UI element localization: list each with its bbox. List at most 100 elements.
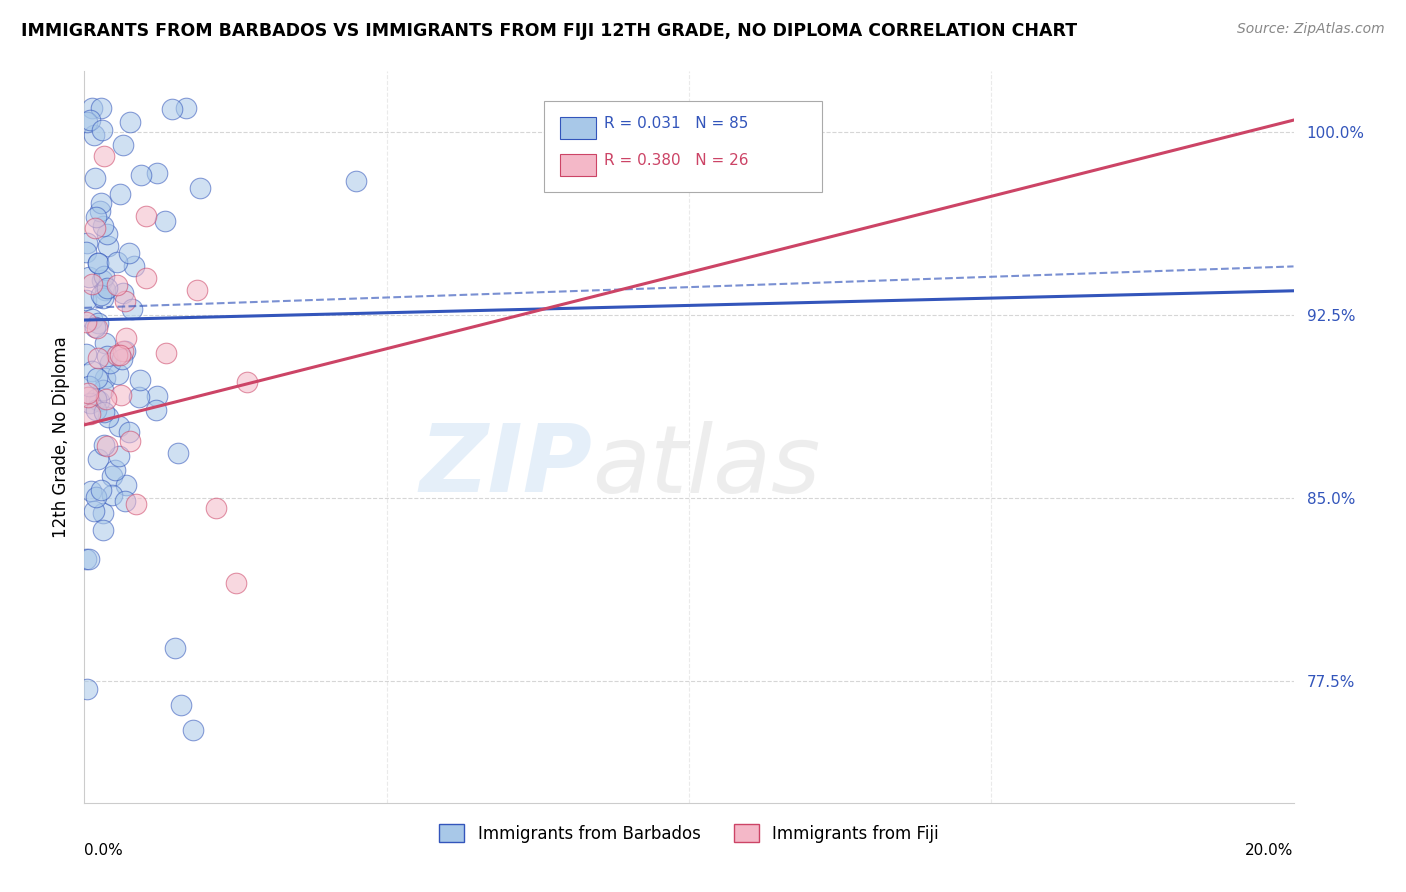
Point — [107, 367, 129, 381]
Point — [110, 348, 132, 362]
Point — [77, 552, 100, 566]
Point — [97, 239, 120, 253]
Text: 20.0%: 20.0% — [1246, 843, 1294, 858]
Point — [75, 244, 97, 259]
Point — [77, 386, 100, 401]
Point — [122, 260, 145, 274]
Point — [225, 576, 247, 591]
Point — [112, 343, 135, 358]
Point — [76, 115, 98, 129]
Point — [89, 204, 111, 219]
Point — [84, 211, 107, 225]
Point — [79, 112, 101, 127]
Point — [91, 523, 114, 537]
Point — [77, 379, 100, 393]
Point — [105, 348, 128, 362]
Point — [129, 374, 152, 388]
Point — [75, 293, 97, 308]
Text: Source: ZipAtlas.com: Source: ZipAtlas.com — [1237, 22, 1385, 37]
Point — [112, 286, 135, 301]
Point — [128, 390, 150, 404]
FancyBboxPatch shape — [544, 101, 823, 192]
Point — [125, 497, 148, 511]
Point — [155, 346, 177, 360]
Point — [118, 434, 141, 448]
Point — [91, 219, 114, 233]
Point — [90, 483, 112, 497]
Point — [98, 356, 121, 370]
Point — [96, 227, 118, 241]
Point — [97, 410, 120, 425]
Point — [93, 149, 115, 163]
Text: R = 0.380   N = 26: R = 0.380 N = 26 — [605, 153, 749, 168]
Point — [79, 396, 101, 410]
Point — [87, 316, 110, 330]
Point — [108, 449, 131, 463]
Point — [107, 419, 129, 434]
Point — [84, 402, 107, 417]
Point — [82, 312, 104, 326]
Point — [131, 169, 153, 183]
Point — [94, 336, 117, 351]
Point — [101, 468, 124, 483]
Point — [86, 321, 108, 335]
Point — [76, 681, 98, 696]
Point — [115, 330, 138, 344]
Point — [93, 269, 115, 284]
Point — [188, 180, 211, 194]
Point — [163, 641, 186, 656]
Text: atlas: atlas — [592, 421, 821, 512]
Bar — [560, 154, 596, 176]
Point — [83, 171, 105, 186]
Point — [91, 291, 114, 305]
Point — [80, 101, 103, 115]
Point — [90, 273, 112, 287]
Point — [76, 390, 98, 404]
Point — [114, 294, 136, 309]
Legend: Immigrants from Barbados, Immigrants from Fiji: Immigrants from Barbados, Immigrants fro… — [433, 818, 945, 849]
Point — [84, 319, 107, 334]
Point — [96, 349, 118, 363]
Point — [181, 723, 204, 737]
Point — [94, 392, 117, 406]
Point — [80, 483, 103, 498]
Point — [87, 256, 110, 270]
Point — [135, 209, 157, 223]
Point — [135, 271, 157, 285]
Point — [84, 392, 107, 406]
Point — [83, 221, 105, 235]
Point — [346, 174, 368, 188]
Point — [104, 463, 127, 477]
Point — [75, 552, 97, 566]
Point — [86, 256, 108, 270]
Point — [83, 128, 105, 142]
Point — [100, 488, 122, 502]
Point — [105, 277, 128, 292]
Point — [167, 446, 190, 460]
Point — [236, 375, 259, 389]
Point — [111, 351, 134, 366]
Point — [205, 501, 228, 516]
Point — [146, 165, 169, 179]
Point — [118, 245, 141, 260]
Point — [145, 402, 167, 417]
Y-axis label: 12th Grade, No Diploma: 12th Grade, No Diploma — [52, 336, 70, 538]
Point — [617, 125, 640, 139]
Point — [83, 503, 105, 517]
Point — [77, 269, 100, 284]
Text: IMMIGRANTS FROM BARBADOS VS IMMIGRANTS FROM FIJI 12TH GRADE, NO DIPLOMA CORRELAT: IMMIGRANTS FROM BARBADOS VS IMMIGRANTS F… — [21, 22, 1077, 40]
Bar — [560, 118, 596, 139]
Point — [174, 101, 197, 115]
Point — [79, 407, 101, 421]
Point — [93, 405, 115, 419]
Point — [186, 283, 208, 297]
Point — [84, 490, 107, 504]
Point — [114, 344, 136, 359]
Point — [80, 277, 103, 291]
Text: R = 0.031   N = 85: R = 0.031 N = 85 — [605, 117, 748, 131]
Point — [96, 439, 118, 453]
Text: 0.0%: 0.0% — [84, 843, 124, 858]
Point — [87, 451, 110, 466]
Point — [155, 213, 177, 227]
Point — [93, 438, 115, 452]
